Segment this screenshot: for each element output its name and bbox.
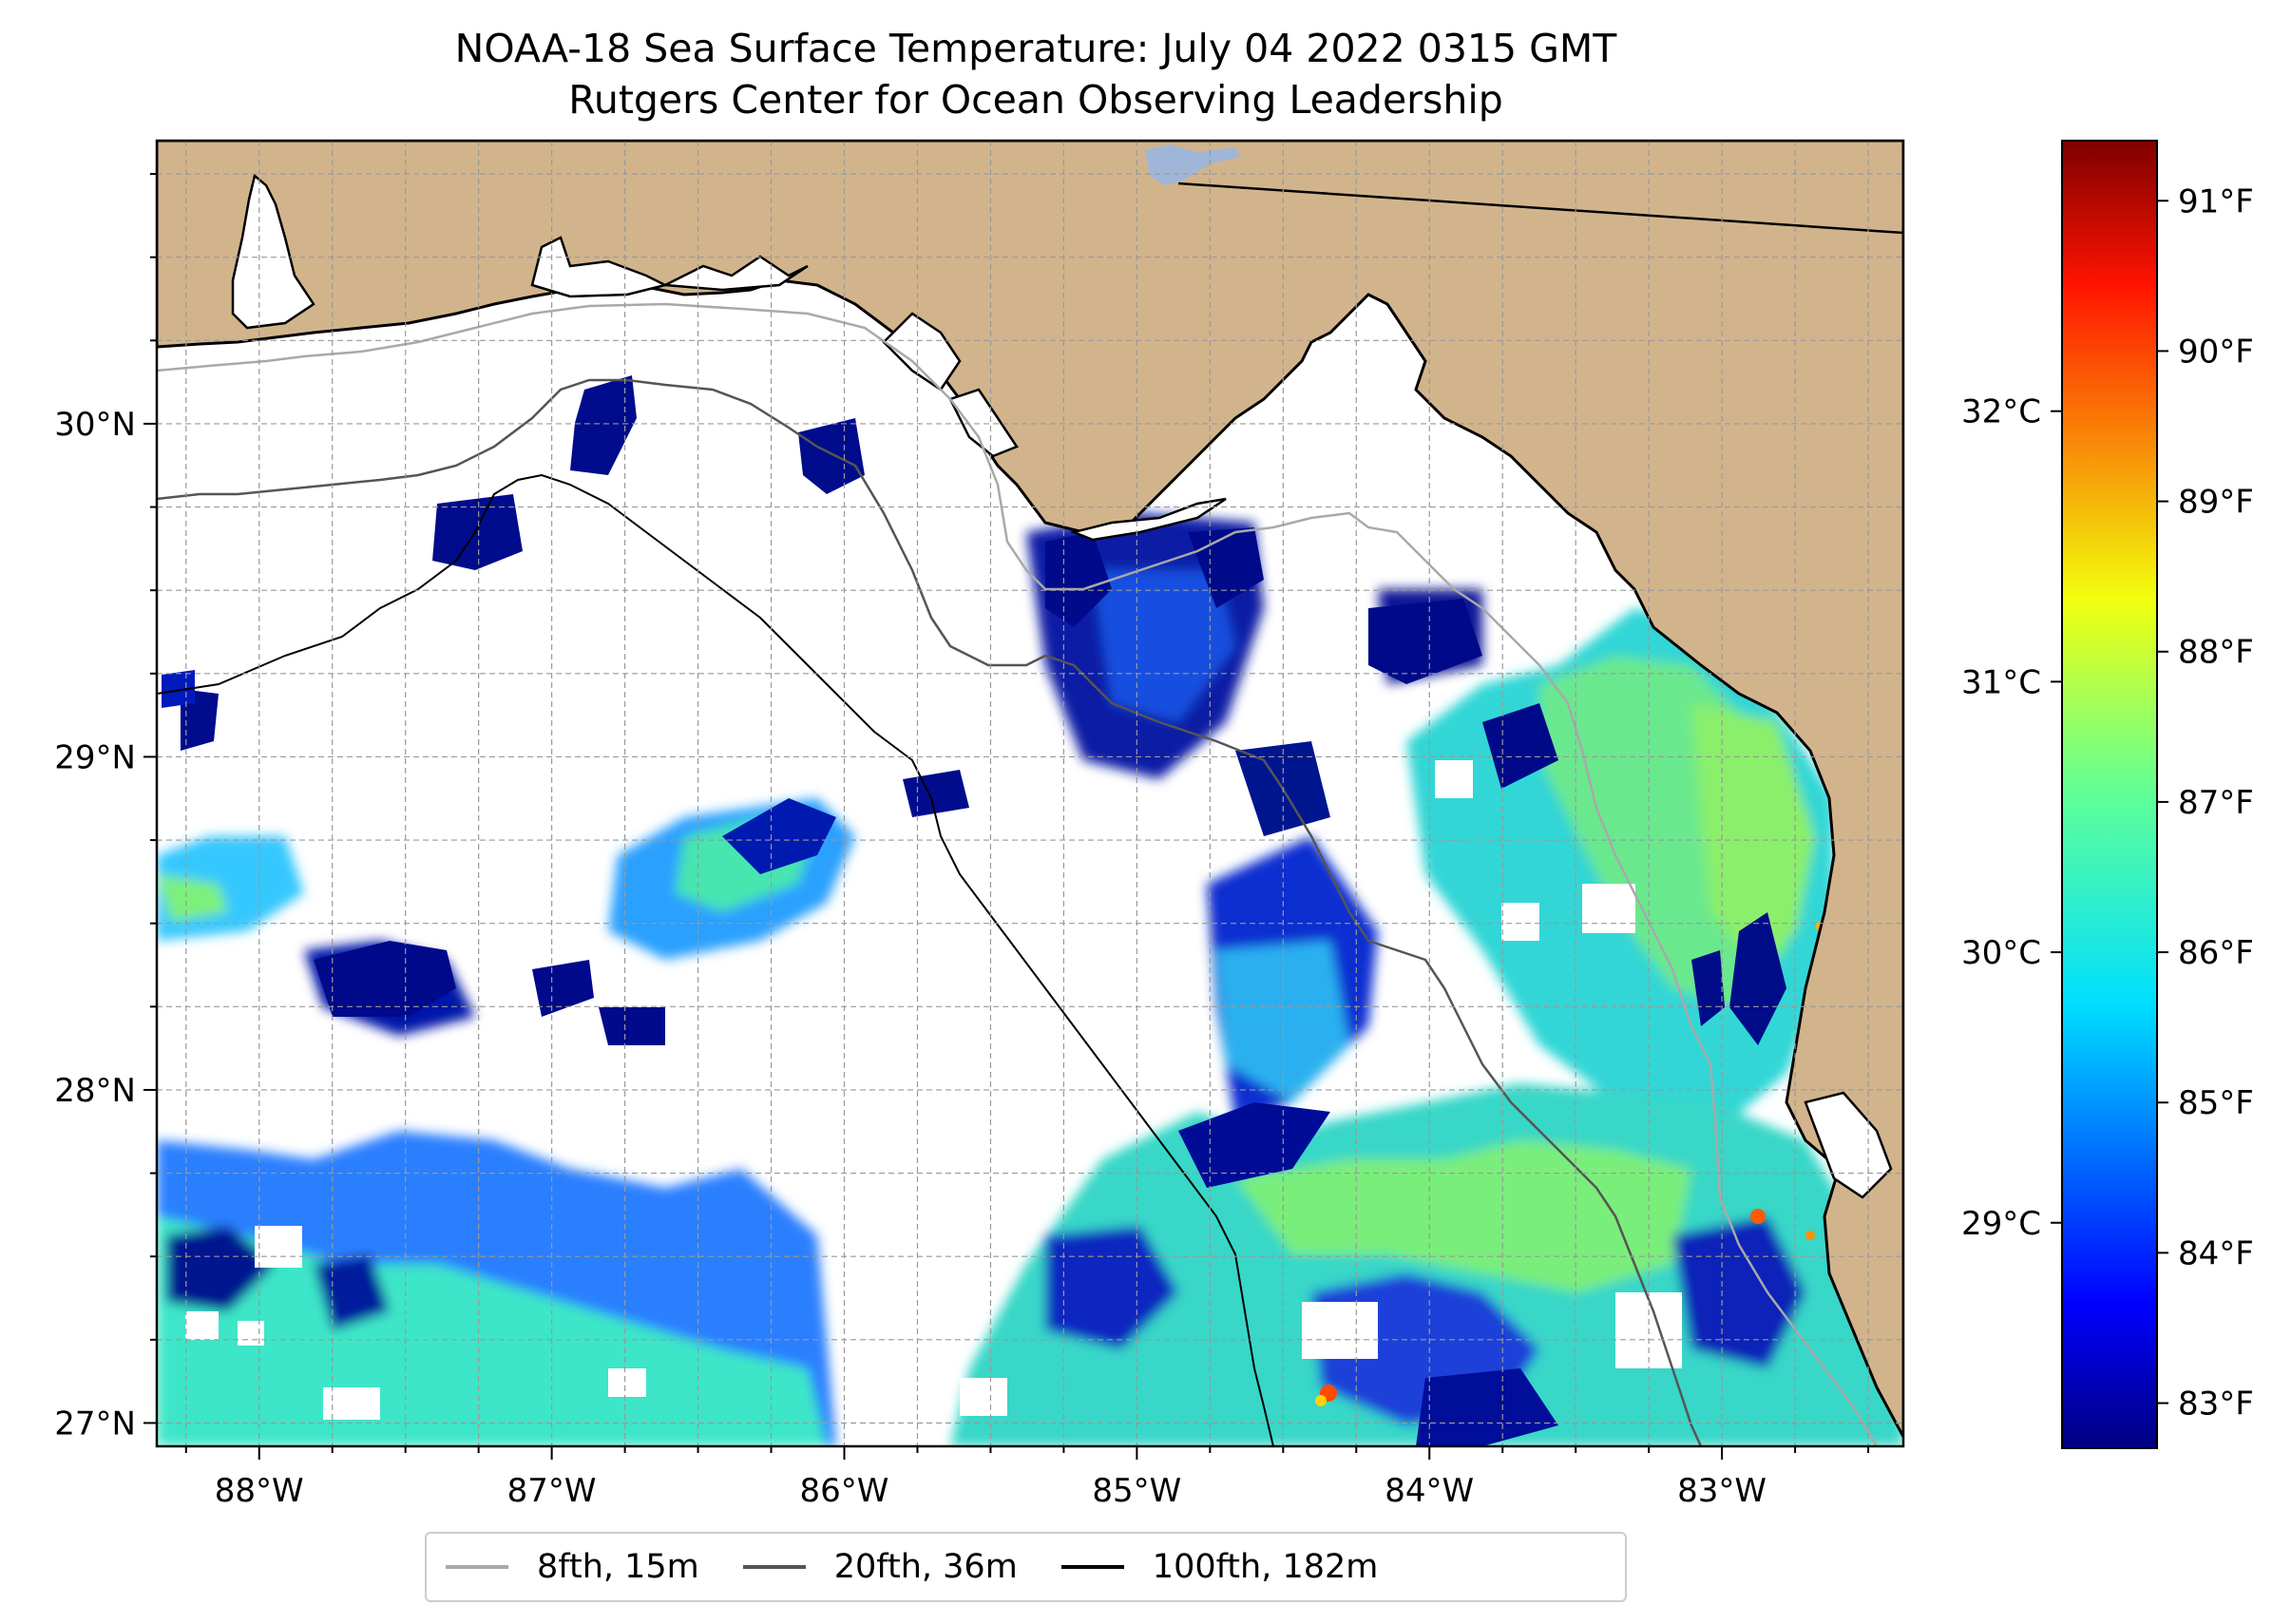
chart-subtitle: Rutgers Center for Ocean Observing Leade… (568, 77, 1503, 123)
legend-label: 20fth, 36m (833, 1548, 1018, 1586)
colorbar-celsius-axis: 29°C 30°C 31°C 32°C (1961, 393, 2062, 1243)
colorbar-gradient (2061, 140, 2158, 1449)
lat-tick-label: 30°N (54, 406, 136, 444)
legend-item: 100fth, 182m (1060, 1548, 1379, 1586)
contour-20fth (157, 378, 1703, 1446)
bay-water (948, 388, 1019, 458)
legend-item: 8fth, 15m (446, 1548, 699, 1586)
colorbar-f-label: 85°F (2178, 1084, 2254, 1122)
lon-tick-label: 83°W (1677, 1472, 1767, 1510)
colorbar-f-label: 83°F (2178, 1385, 2254, 1423)
legend-label: 8fth, 15m (537, 1548, 699, 1586)
longitude-axis: 88°W 87°W 86°W 85°W 84°W 83°W (184, 1446, 1870, 1510)
legend-line-swatch (1060, 1565, 1124, 1569)
state-boundary (1177, 182, 1903, 235)
bay-water (1069, 497, 1227, 542)
grid-lines (157, 141, 1903, 1446)
bay-water (882, 312, 962, 392)
contour-legend: 8fth, 15m 20fth, 36m 100fth, 182m (425, 1532, 1627, 1602)
colorbar-c-label: 29°C (1961, 1205, 2041, 1243)
map-frame (155, 139, 1905, 1448)
lon-tick-label: 85°W (1092, 1472, 1181, 1510)
lon-tick-label: 88°W (215, 1472, 304, 1510)
lat-tick-label: 27°N (54, 1404, 136, 1442)
colorbar-f-label: 86°F (2178, 934, 2254, 972)
colorbar-f-label: 88°F (2178, 634, 2254, 672)
map-area (157, 141, 1903, 1446)
colorbar-f-label: 91°F (2178, 182, 2254, 220)
chart-title: NOAA-18 Sea Surface Temperature: July 04… (454, 26, 1617, 71)
contour-100fth (157, 473, 1274, 1446)
lon-tick-label: 86°W (800, 1472, 889, 1510)
colorbar-f-label: 90°F (2178, 333, 2254, 371)
latitude-axis: 30°N 29°N 28°N 27°N (54, 173, 157, 1442)
colorbar: 83°F 84°F 85°F 86°F 87°F 88°F 89°F 90°F 91°F 29°… (1961, 140, 2254, 1449)
lon-tick-label: 84°W (1385, 1472, 1474, 1510)
colorbar-f-label: 84°F (2178, 1234, 2254, 1272)
lake-water (1145, 144, 1240, 185)
legend-line-swatch (446, 1565, 508, 1569)
lon-tick-label: 87°W (507, 1472, 597, 1510)
contour-8fth (157, 302, 1879, 1446)
legend-line-swatch (742, 1565, 806, 1569)
bay-water (660, 255, 809, 292)
colorbar-fahrenheit-axis: 83°F 84°F 85°F 86°F 87°F 88°F 89°F 90°F 91°F (2157, 182, 2254, 1423)
legend-label: 100fth, 182m (1152, 1548, 1379, 1586)
lat-tick-label: 28°N (54, 1072, 136, 1110)
colorbar-c-label: 32°C (1961, 393, 2041, 431)
bay-water (231, 173, 315, 330)
colorbar-c-label: 30°C (1961, 934, 2041, 972)
colorbar-c-label: 31°C (1961, 663, 2041, 701)
bay-water (530, 236, 669, 298)
lat-tick-label: 29°N (54, 738, 136, 776)
colorbar-f-label: 87°F (2178, 784, 2254, 822)
bay-water (1804, 1091, 1893, 1199)
legend-item: 20fth, 36m (742, 1548, 1018, 1586)
colorbar-f-label: 89°F (2178, 484, 2254, 522)
